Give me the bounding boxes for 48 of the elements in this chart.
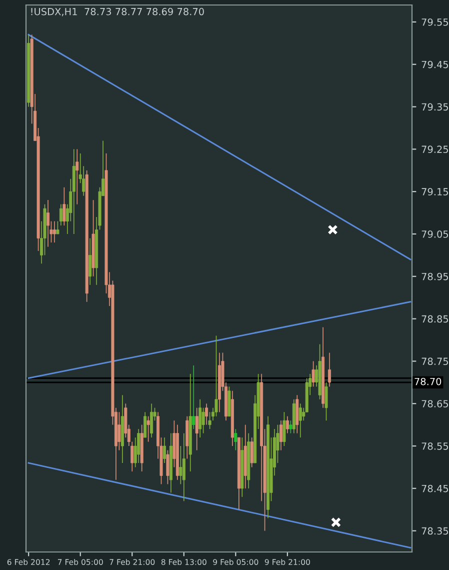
y-tick-label: 78.55 — [422, 442, 448, 450]
candlestick — [62, 186, 66, 226]
candlestick — [289, 420, 292, 434]
candlestick — [179, 446, 182, 485]
y-tick-label: 78.75 — [422, 358, 448, 366]
y-tick-label: 79.35 — [422, 103, 448, 111]
candlestick — [52, 220, 56, 243]
y-tick-label: 79.55 — [422, 18, 448, 26]
candlestick — [144, 412, 147, 438]
candlestick — [214, 335, 218, 417]
candlestick — [76, 148, 79, 205]
candlestick — [137, 428, 140, 464]
candlestick — [286, 416, 289, 434]
candlestick — [312, 360, 315, 388]
candlestick — [298, 403, 302, 438]
y-tick-label: 78.65 — [422, 400, 448, 408]
candlestick — [118, 412, 121, 451]
candlestick — [208, 412, 212, 430]
candlestick — [192, 365, 196, 430]
y-tick-label: 78.85 — [422, 315, 448, 323]
ref-line-label: 78.70 — [414, 378, 442, 386]
candlestick — [328, 352, 331, 388]
y-tick-label: 79.25 — [422, 146, 448, 153]
candlestick — [56, 220, 60, 234]
candlestick — [59, 204, 62, 226]
candlestick — [162, 437, 166, 464]
y-tick-label: 78.45 — [422, 484, 448, 492]
chart-title: !USDX,H1 78.73 78.77 78.69 78.70 — [31, 8, 204, 16]
candlestick — [182, 432, 186, 502]
y-tick-label: 78.35 — [422, 527, 448, 535]
y-tick-label: 79.15 — [422, 188, 448, 196]
candlestick — [166, 450, 170, 485]
candlestick — [205, 403, 208, 426]
y-tick-label: 78.95 — [422, 272, 448, 280]
candlestick — [195, 407, 198, 451]
y-tick-label: 79.45 — [422, 60, 448, 68]
candlestick — [202, 407, 205, 434]
candlestick — [88, 238, 92, 286]
candlestick — [250, 437, 254, 468]
candlestick — [234, 428, 238, 451]
candlestick — [282, 412, 286, 446]
y-tick-label: 79.05 — [422, 230, 448, 238]
candlestick — [198, 398, 202, 438]
candlestick — [324, 382, 328, 421]
candlestick — [279, 420, 282, 451]
candlestick — [150, 403, 154, 438]
candlestick — [146, 416, 150, 442]
candlestick — [46, 200, 50, 248]
